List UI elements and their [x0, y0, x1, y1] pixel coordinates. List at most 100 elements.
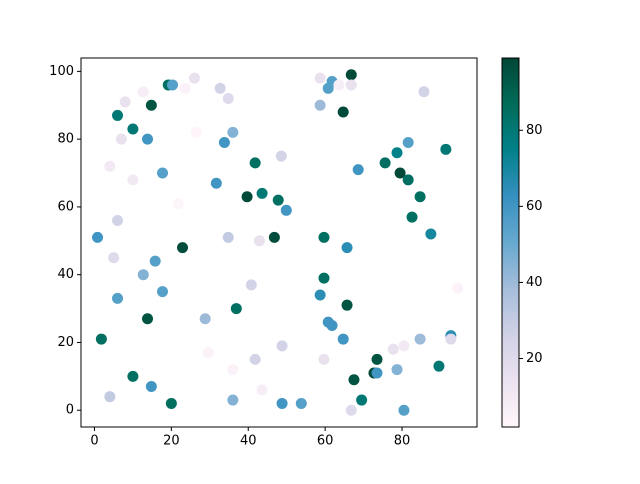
point: [142, 313, 154, 325]
point: [218, 137, 230, 149]
point: [104, 160, 116, 172]
point: [333, 79, 345, 91]
point: [172, 198, 184, 210]
point: [95, 333, 107, 345]
point: [199, 313, 211, 325]
point: [452, 282, 464, 294]
x-tick-label: 40: [240, 434, 257, 449]
point: [145, 381, 157, 393]
colorbar-tick-label: 60: [526, 199, 543, 214]
point: [341, 299, 353, 311]
point: [280, 204, 292, 216]
point: [379, 157, 391, 169]
point: [445, 333, 457, 345]
y-tick-label: 80: [57, 132, 74, 147]
point: [275, 150, 287, 162]
point: [272, 194, 284, 206]
point: [391, 147, 403, 159]
point: [348, 374, 360, 386]
point: [202, 347, 214, 359]
point: [414, 191, 426, 203]
point: [414, 333, 426, 345]
point: [137, 269, 149, 281]
point: [112, 214, 124, 226]
point: [149, 255, 161, 267]
plot-frame: [80, 57, 478, 428]
point: [345, 79, 357, 91]
point: [127, 370, 139, 382]
y-tick-label: 40: [57, 267, 74, 282]
point: [214, 82, 226, 94]
point: [245, 279, 257, 291]
point: [391, 364, 403, 376]
point: [92, 231, 104, 243]
point: [356, 394, 368, 406]
point: [326, 320, 338, 332]
point: [176, 242, 188, 254]
point: [425, 228, 437, 240]
y-tick-label: 60: [57, 199, 74, 214]
point: [318, 272, 330, 284]
x-tick-label: 20: [163, 434, 180, 449]
point: [165, 397, 177, 409]
point: [345, 404, 357, 416]
y-tick-label: 0: [66, 403, 74, 418]
point: [119, 96, 131, 108]
point: [157, 286, 169, 298]
point: [295, 397, 307, 409]
point: [337, 106, 349, 118]
point: [230, 303, 242, 315]
colorbar: [501, 57, 520, 428]
point: [179, 82, 191, 94]
point: [227, 126, 239, 138]
point: [314, 99, 326, 111]
point: [188, 72, 200, 84]
point: [145, 99, 157, 111]
point: [418, 86, 430, 98]
colorbar-tick-label: 40: [526, 275, 543, 290]
point: [276, 397, 288, 409]
point: [337, 333, 349, 345]
x-tick-label: 60: [317, 434, 334, 449]
point: [398, 340, 410, 352]
point: [241, 191, 253, 203]
point: [222, 92, 234, 104]
point: [387, 343, 399, 355]
point: [352, 164, 364, 176]
point: [167, 79, 179, 91]
point: [394, 167, 406, 179]
point: [314, 72, 326, 84]
point: [142, 133, 154, 145]
point: [104, 391, 116, 403]
point: [249, 353, 261, 365]
colorbar-tick-label: 80: [526, 123, 543, 138]
point: [341, 242, 353, 254]
point: [157, 167, 169, 179]
point: [227, 394, 239, 406]
point: [115, 133, 127, 145]
point: [371, 367, 383, 379]
point: [256, 384, 268, 396]
point: [137, 86, 149, 98]
point: [402, 137, 414, 149]
point: [318, 231, 330, 243]
point: [268, 231, 280, 243]
point: [402, 174, 414, 186]
point: [276, 340, 288, 352]
point: [345, 69, 357, 81]
point: [108, 252, 120, 264]
point: [227, 364, 239, 376]
point: [112, 109, 124, 121]
point: [127, 123, 139, 135]
x-tick-label: 80: [394, 434, 411, 449]
colorbar-tick-label: 20: [526, 351, 543, 366]
point: [190, 126, 202, 138]
point: [127, 174, 139, 186]
point: [371, 353, 383, 365]
point: [440, 143, 452, 155]
x-tick-label: 0: [90, 434, 98, 449]
y-tick-label: 100: [49, 64, 74, 79]
point: [433, 360, 445, 372]
point: [318, 353, 330, 365]
